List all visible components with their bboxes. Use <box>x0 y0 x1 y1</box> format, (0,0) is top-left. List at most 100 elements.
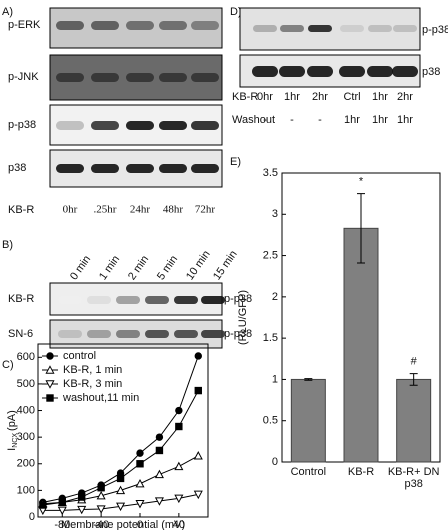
legend-label: KB-R, 3 min <box>63 378 122 390</box>
time-label: 15 min <box>211 248 240 282</box>
blot-band <box>145 330 169 338</box>
row-label: p-p38 <box>8 119 36 131</box>
lane-title: KB-R <box>8 204 34 216</box>
point <box>194 386 202 395</box>
blot-band <box>339 66 365 77</box>
error-bar <box>357 193 365 264</box>
blot-band <box>126 164 154 173</box>
x-tick-label: Control <box>290 466 327 478</box>
lane-label: 2hr <box>312 91 328 103</box>
y-tick-label: 0 <box>29 511 35 523</box>
plot-frame <box>37 343 209 518</box>
blot-band <box>191 164 219 173</box>
blot-band <box>145 296 169 304</box>
panel-letter: C) <box>2 359 14 371</box>
error-bar <box>409 373 418 386</box>
y-tick-label: 0 <box>272 456 278 468</box>
blot-band <box>191 121 219 130</box>
blot-band <box>91 164 119 173</box>
bar <box>343 227 379 463</box>
lane-title: KB-R <box>232 91 258 103</box>
blot-band <box>126 73 154 82</box>
y-axis-label: (RLU/GFP) <box>237 290 249 345</box>
point <box>136 460 144 468</box>
blot-band <box>58 330 82 338</box>
blot-band <box>174 296 198 304</box>
time-label: 0 min <box>68 253 93 282</box>
y-tick-label: 1.5 <box>263 332 278 344</box>
row-label: p-JNK <box>8 71 39 83</box>
row-label: KB-R <box>8 293 34 305</box>
blot-band <box>280 25 304 32</box>
blot-band <box>58 296 82 304</box>
point <box>155 446 164 455</box>
point <box>175 406 183 415</box>
blot-band <box>159 121 187 130</box>
x-tick-label: -80 <box>54 519 70 530</box>
blot-band <box>159 164 187 173</box>
point <box>174 494 184 504</box>
annotation: # <box>411 356 418 368</box>
blot-band <box>159 73 187 82</box>
y-tick-label: 400 <box>17 404 35 416</box>
washout-title: Washout <box>232 114 275 126</box>
panel-letter: D) <box>230 6 242 18</box>
error-bar <box>304 378 313 381</box>
blot-band <box>174 330 198 338</box>
point <box>57 506 67 516</box>
point <box>174 461 184 471</box>
y-tick-label: 3.5 <box>263 167 278 179</box>
point <box>39 501 47 509</box>
blot-band <box>253 25 277 32</box>
bar <box>290 378 326 463</box>
legend-marker <box>45 380 55 389</box>
washout-label: - <box>290 114 294 126</box>
blot-band <box>191 73 219 82</box>
legend-label: washout,11 min <box>62 392 139 404</box>
point <box>193 451 203 460</box>
row-label: SN-6 <box>8 328 33 340</box>
lane-label: 0hr <box>63 204 78 216</box>
point <box>155 433 164 441</box>
point <box>78 493 86 501</box>
blot-band <box>191 21 219 30</box>
point <box>116 474 125 483</box>
blot-band <box>367 66 393 77</box>
y-label-unit: (pA) <box>6 410 18 431</box>
x-axis-label: Membrane potential (mV) <box>61 519 185 530</box>
blot-band <box>126 21 154 30</box>
lane-label: 2hr <box>397 91 413 103</box>
blot-band <box>56 21 84 30</box>
lane-label: 0hr <box>257 91 273 103</box>
blot-band <box>279 66 305 77</box>
time-label: 10 min <box>184 248 213 282</box>
blot-band <box>392 66 418 77</box>
point <box>96 505 106 514</box>
row-label: p-ERK <box>8 19 41 31</box>
x-tick-label: 40 <box>173 519 185 530</box>
blot-band <box>56 121 84 130</box>
lane-label: 1hr <box>284 91 300 103</box>
blot-band <box>87 330 111 338</box>
point <box>154 497 164 506</box>
point <box>116 502 126 512</box>
washout-label: - <box>318 114 322 126</box>
lane-label: Ctrl <box>343 91 360 103</box>
blot-band <box>87 296 111 304</box>
row-label: p38 <box>422 66 440 78</box>
point <box>97 484 105 492</box>
panel-letter: B) <box>2 239 13 251</box>
lane-label: 24hr <box>130 204 151 216</box>
row-label: p-p38 <box>422 24 448 36</box>
blot-band <box>201 330 225 338</box>
blot-band <box>368 25 392 32</box>
blot-band <box>393 25 417 32</box>
y-tick-label: 0.5 <box>263 415 278 427</box>
washout-label: 1hr <box>372 114 388 126</box>
point <box>175 422 183 431</box>
bar <box>396 378 432 463</box>
washout-label: - <box>263 114 267 126</box>
point <box>135 499 145 509</box>
band-label: p-p38 <box>224 328 252 340</box>
